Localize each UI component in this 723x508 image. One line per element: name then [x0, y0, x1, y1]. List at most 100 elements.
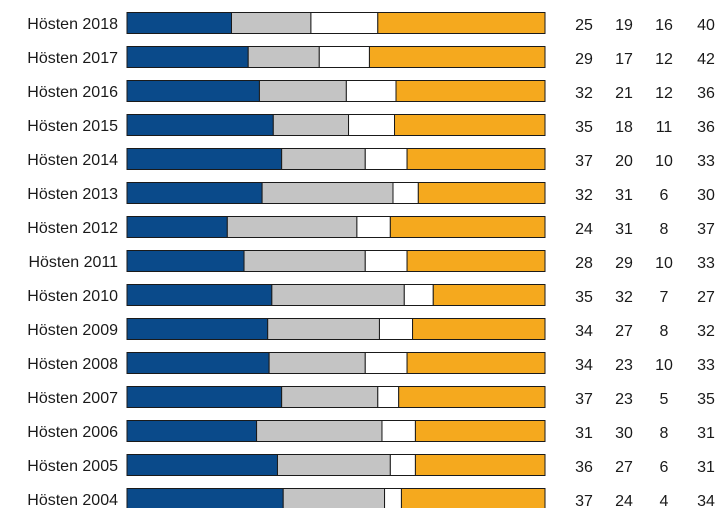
data-label: 18 — [615, 119, 633, 136]
data-label: 29 — [575, 51, 593, 68]
data-label: 32 — [575, 85, 593, 102]
bar-segment-gray — [272, 114, 350, 136]
bar-segment-orange — [406, 148, 546, 170]
bar-segment-blue — [126, 148, 283, 170]
bar-segment-orange — [395, 80, 546, 102]
bar-segment-white — [378, 318, 414, 340]
bar-segment-orange — [412, 318, 546, 340]
bar-segment-white — [392, 182, 419, 204]
bar-segment-gray — [243, 250, 366, 272]
category-label: Hösten 2009 — [27, 322, 118, 339]
bar-segment-blue — [126, 420, 258, 442]
bar-segment-orange — [389, 216, 546, 238]
data-label: 27 — [615, 323, 633, 340]
bar-segment-gray — [276, 454, 391, 476]
bar-segment-orange — [406, 250, 546, 272]
data-label: 34 — [697, 493, 715, 508]
data-label: 33 — [697, 153, 715, 170]
chart-row: Hösten 2014 37 20 10 33 — [27, 148, 715, 170]
bar-segment-white — [389, 454, 416, 476]
chart-row: Hösten 2004 37 24 4 34 — [27, 488, 715, 508]
bar-segment-white — [310, 12, 379, 34]
bar-segment-gray — [281, 148, 366, 170]
data-label: 27 — [615, 459, 633, 476]
chart-row: Hösten 2008 34 23 10 33 — [27, 352, 715, 374]
data-label: 31 — [575, 425, 593, 442]
data-label: 20 — [615, 153, 633, 170]
bar-segment-gray — [261, 182, 394, 204]
data-label: 31 — [697, 425, 715, 442]
data-label: 8 — [660, 425, 669, 442]
bar-segment-blue — [126, 386, 283, 408]
bar-segment-white — [356, 216, 391, 238]
category-label: Hösten 2006 — [27, 424, 118, 441]
chart-row: Hösten 2012 24 31 8 37 — [27, 216, 715, 238]
bar-segment-orange — [394, 114, 546, 136]
bar-segment-white — [364, 250, 408, 272]
data-label: 34 — [575, 357, 593, 374]
data-label: 21 — [615, 85, 633, 102]
data-label: 23 — [615, 391, 633, 408]
bar-segment-orange — [417, 182, 546, 204]
category-label: Hösten 2012 — [27, 220, 118, 237]
bar-segment-orange — [400, 488, 546, 508]
data-label: 25 — [575, 17, 593, 34]
bar-segment-gray — [231, 12, 312, 34]
bar-segment-blue — [126, 216, 228, 238]
chart-row: Hösten 2011 28 29 10 33 — [28, 250, 715, 272]
bar-segment-white — [377, 386, 400, 408]
chart-row: Hösten 2007 37 23 5 35 — [27, 386, 715, 408]
bar-segment-orange — [432, 284, 546, 306]
category-label: Hösten 2011 — [28, 254, 118, 271]
bar-segment-gray — [247, 46, 320, 68]
bar-segment-white — [345, 80, 397, 102]
data-label: 11 — [656, 119, 673, 136]
chart-row: Hösten 2009 34 27 8 32 — [27, 318, 715, 340]
category-label: Hösten 2004 — [27, 492, 118, 508]
chart-row: Hösten 2013 32 31 6 30 — [27, 182, 715, 204]
bar-segment-gray — [281, 386, 379, 408]
category-label: Hösten 2008 — [27, 356, 118, 373]
bar-segment-blue — [126, 454, 278, 476]
data-label: 8 — [660, 221, 669, 238]
data-label: 31 — [615, 187, 633, 204]
category-label: Hösten 2018 — [27, 16, 118, 33]
chart-row: Hösten 2015 35 18 11 36 — [27, 114, 715, 136]
data-label: 37 — [697, 221, 715, 238]
data-label: 30 — [615, 425, 633, 442]
data-label: 35 — [575, 119, 593, 136]
bar-segment-white — [364, 352, 408, 374]
data-label: 37 — [575, 391, 593, 408]
data-label: 24 — [575, 221, 593, 238]
bar-segment-gray — [282, 488, 386, 508]
data-label: 4 — [660, 493, 669, 508]
bar-segment-blue — [126, 114, 274, 136]
data-label: 40 — [697, 17, 715, 34]
bar-segment-orange — [406, 352, 546, 374]
bar-segment-orange — [368, 46, 546, 68]
data-label: 36 — [697, 85, 715, 102]
chart-row: Hösten 2006 31 30 8 31 — [27, 420, 715, 442]
bar-segment-white — [381, 420, 416, 442]
category-label: Hösten 2005 — [27, 458, 118, 475]
data-label: 8 — [660, 323, 669, 340]
bar-segment-gray — [256, 420, 383, 442]
data-label: 37 — [575, 493, 593, 508]
bar-segment-blue — [126, 80, 260, 102]
bar-segment-gray — [258, 80, 347, 102]
data-label: 10 — [655, 255, 673, 272]
chart-row: Hösten 2018 25 19 16 40 — [27, 12, 715, 34]
data-label: 42 — [697, 51, 715, 68]
bar-segment-white — [364, 148, 408, 170]
category-label: Hösten 2010 — [27, 288, 118, 305]
data-label: 29 — [615, 255, 633, 272]
data-label: 33 — [697, 255, 715, 272]
data-label: 6 — [660, 459, 669, 476]
data-label: 32 — [575, 187, 593, 204]
data-label: 34 — [575, 323, 593, 340]
data-label: 36 — [697, 119, 715, 136]
category-label: Hösten 2014 — [27, 152, 118, 169]
bar-segment-orange — [377, 12, 546, 34]
bar-segment-gray — [271, 284, 405, 306]
